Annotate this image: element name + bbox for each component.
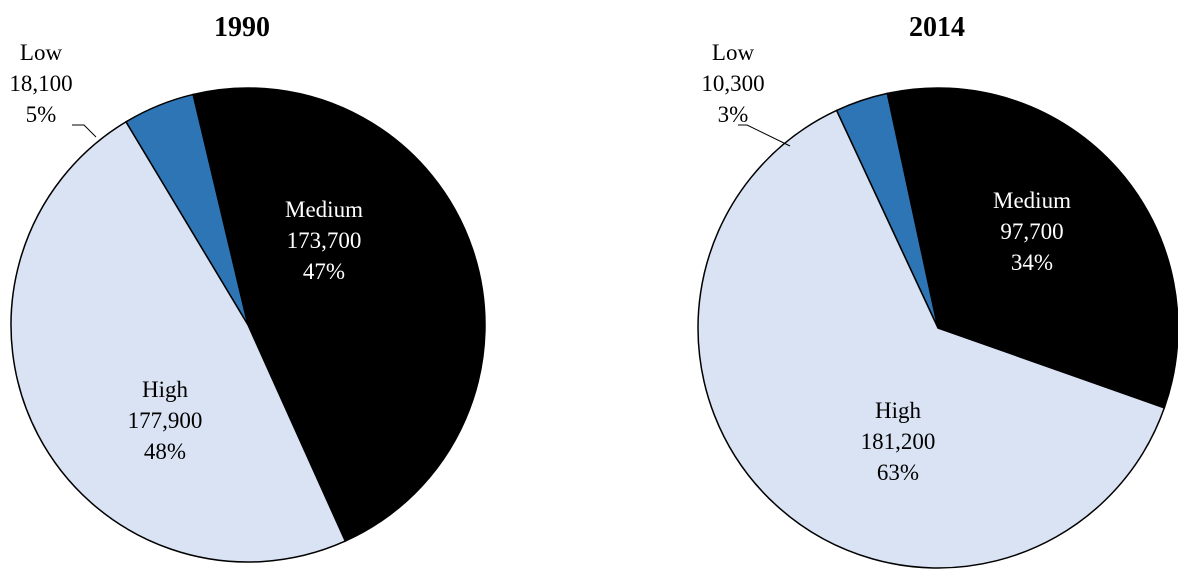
slice-name-label-low: Low: [20, 40, 63, 65]
pie-labels-1990: Low 18,100 5% Medium 173,700 47% High 177,900 48…: [9, 40, 363, 464]
slice-percent-label-high: 48%: [144, 439, 186, 464]
slice-name-label-low: Low: [712, 40, 755, 65]
pie-chart-1990: 1990 Low 18,100 5% Medium 173,700 47% High 177,…: [9, 12, 486, 563]
chart-title-2014: 2014: [909, 12, 965, 43]
pie-slices-2014: [697, 87, 1178, 569]
slice-value-label-medium: 97,700: [1000, 219, 1063, 244]
pie-slice-high: [697, 109, 1166, 569]
slice-value-label-low: 10,300: [701, 71, 764, 96]
slice-percent-label-low: 3%: [718, 102, 749, 127]
slice-value-label-high: 177,900: [128, 408, 203, 433]
chart-title-1990: 1990: [214, 12, 270, 43]
slice-percent-label-medium: 34%: [1011, 250, 1053, 275]
slice-percent-label-medium: 47%: [303, 259, 345, 284]
leader-line-low: [738, 124, 791, 147]
pie-slice-medium: [192, 87, 486, 543]
pie-labels-2014: Low 10,300 3% Medium 97,700 34% High 181,200 63%: [701, 40, 1071, 485]
slice-name-label-high: High: [142, 377, 189, 402]
slice-percent-label-low: 5%: [26, 102, 57, 127]
slice-name-label-medium: Medium: [993, 188, 1071, 213]
slice-name-label-high: High: [875, 398, 922, 423]
slice-name-label-medium: Medium: [285, 197, 363, 222]
slice-value-label-low: 18,100: [9, 71, 72, 96]
slice-percent-label-high: 63%: [877, 460, 919, 485]
slice-value-label-high: 181,200: [861, 429, 936, 454]
pie-slices-1990: [10, 87, 486, 563]
pie-slice-high: [10, 120, 347, 563]
leader-line-low: [72, 124, 97, 138]
slice-value-label-medium: 173,700: [287, 228, 362, 253]
pie-chart-2014: 2014 Low 10,300 3% Medium 97,700 34% High 181,2…: [697, 12, 1178, 569]
